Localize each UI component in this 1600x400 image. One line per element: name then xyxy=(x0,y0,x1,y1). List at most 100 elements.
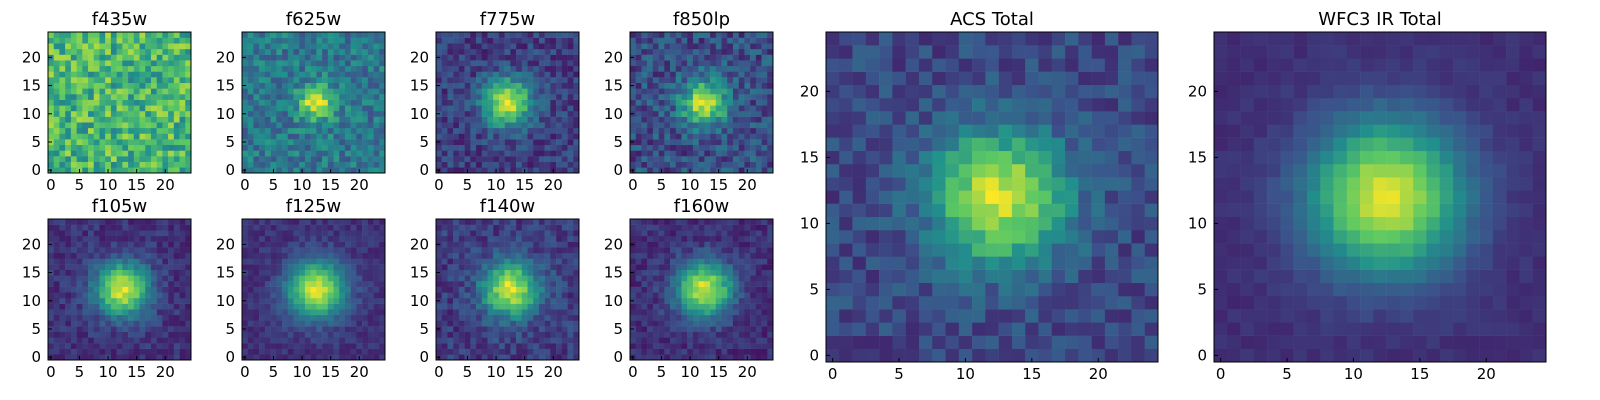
heatmap-cell xyxy=(333,65,340,72)
heatmap-cell xyxy=(441,88,448,95)
heatmap-cell xyxy=(76,286,83,293)
heatmap-cell xyxy=(299,241,306,248)
heatmap-cell xyxy=(635,337,642,344)
heatmap-cell xyxy=(464,326,471,333)
heatmap-cell xyxy=(70,230,77,237)
heatmap-cell xyxy=(70,60,77,67)
heatmap-cell xyxy=(573,48,580,55)
heatmap-cell xyxy=(670,105,677,112)
heatmap-cell xyxy=(767,65,774,72)
heatmap-cell xyxy=(105,235,112,242)
heatmap-cell xyxy=(293,150,300,157)
heatmap-cell xyxy=(59,281,66,287)
heatmap-cell xyxy=(767,37,774,44)
heatmap-cell xyxy=(105,60,112,67)
heatmap-cell xyxy=(498,314,505,321)
heatmap-cell xyxy=(93,156,100,162)
heatmap-cell xyxy=(504,77,511,84)
heatmap-cell xyxy=(362,230,369,237)
heatmap-cell xyxy=(128,297,135,304)
heatmap-cell xyxy=(99,32,106,38)
heatmap-cell xyxy=(476,54,483,61)
heatmap-cell xyxy=(641,77,648,84)
heatmap-cell xyxy=(76,309,83,316)
heatmap-cell xyxy=(93,292,100,299)
heatmap-cell xyxy=(681,127,688,134)
heatmap-cell xyxy=(333,150,340,157)
heatmap-cell xyxy=(732,110,739,117)
heatmap-cell xyxy=(521,241,528,248)
heatmap-cell xyxy=(145,139,152,146)
heatmap-cell xyxy=(544,65,551,72)
heatmap-cell xyxy=(635,348,642,355)
heatmap-cell xyxy=(652,105,659,112)
heatmap-cell xyxy=(179,258,186,265)
heatmap-cell xyxy=(538,94,545,100)
heatmap-cell xyxy=(750,48,757,55)
heatmap-cell xyxy=(550,286,557,293)
heatmap-cell xyxy=(293,43,300,50)
heatmap-cell xyxy=(70,71,77,78)
heatmap-cell xyxy=(533,161,540,168)
heatmap-cell xyxy=(744,343,751,349)
heatmap-cell xyxy=(647,139,654,146)
heatmap-cell xyxy=(99,326,106,333)
x-tick-label: 15 xyxy=(515,176,534,194)
heatmap-cell xyxy=(487,309,494,316)
heatmap-cell xyxy=(761,167,768,174)
heatmap-cell xyxy=(464,144,471,151)
heatmap-cell xyxy=(310,94,317,100)
heatmap-cell xyxy=(527,71,534,78)
heatmap-cell xyxy=(504,133,511,140)
heatmap-cell xyxy=(93,219,100,225)
heatmap-cell xyxy=(128,82,135,89)
heatmap-cell xyxy=(710,94,717,100)
heatmap-cell xyxy=(116,252,123,259)
heatmap-cell xyxy=(510,247,517,254)
heatmap-cell xyxy=(270,269,277,276)
heatmap-cell xyxy=(556,247,563,254)
heatmap-cell xyxy=(339,94,346,100)
heatmap-cell xyxy=(470,122,477,129)
heatmap-cell xyxy=(259,252,266,259)
heatmap-cell xyxy=(145,258,152,265)
heatmap-cell xyxy=(516,343,523,349)
heatmap-cell xyxy=(339,348,346,355)
heatmap-cell xyxy=(527,297,534,304)
heatmap-cell xyxy=(470,219,477,225)
heatmap-cell xyxy=(738,264,745,271)
heatmap-cell xyxy=(162,150,169,157)
heatmap-cell xyxy=(53,224,60,231)
heatmap-cell xyxy=(105,43,112,50)
heatmap-cell xyxy=(339,167,346,174)
heatmap-cell xyxy=(145,77,152,84)
heatmap-cell xyxy=(53,161,60,168)
heatmap-cell xyxy=(710,54,717,61)
heatmap-cell xyxy=(168,224,175,231)
heatmap-cell xyxy=(744,303,751,310)
heatmap-cell xyxy=(498,281,505,287)
heatmap-cell xyxy=(533,348,540,355)
heatmap-cell xyxy=(133,94,140,100)
heatmap-cell xyxy=(168,303,175,310)
heatmap-cell xyxy=(527,331,534,338)
heatmap-cell xyxy=(259,32,266,38)
heatmap-cell xyxy=(681,343,688,349)
heatmap-cell xyxy=(270,230,277,237)
heatmap-cell xyxy=(282,71,289,78)
heatmap-cell xyxy=(675,82,682,89)
heatmap-cell xyxy=(253,82,260,89)
heatmap-cell xyxy=(470,43,477,50)
heatmap-cell xyxy=(299,65,306,72)
heatmap-cell xyxy=(316,77,323,84)
heatmap-cell xyxy=(698,348,705,355)
heatmap-cell xyxy=(750,88,757,95)
heatmap-cell xyxy=(498,320,505,327)
heatmap-cell xyxy=(533,281,540,287)
heatmap-cell xyxy=(521,65,528,72)
heatmap-cell xyxy=(516,54,523,61)
heatmap-cell xyxy=(70,127,77,134)
heatmap-cell xyxy=(322,331,329,338)
heatmap-cell xyxy=(476,82,483,89)
heatmap-cell xyxy=(93,264,100,271)
